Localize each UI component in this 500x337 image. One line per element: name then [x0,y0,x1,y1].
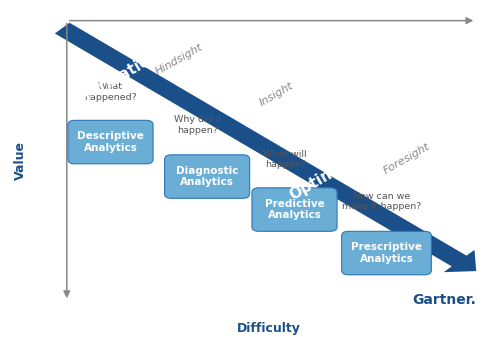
Text: Foresight: Foresight [382,141,432,176]
Text: How can we
make it happen?: How can we make it happen? [342,192,421,211]
Text: Diagnostic
Analytics: Diagnostic Analytics [176,166,238,187]
FancyBboxPatch shape [164,155,250,198]
FancyBboxPatch shape [68,120,153,164]
Text: Insight: Insight [258,80,295,108]
Text: Gartner.: Gartner. [412,293,476,307]
FancyBboxPatch shape [252,188,337,231]
Polygon shape [55,23,476,272]
Text: Hindsight: Hindsight [154,42,205,77]
Text: Descriptive
Analytics: Descriptive Analytics [77,131,144,153]
Text: Optimization: Optimization [286,135,390,203]
Text: Prescriptive
Analytics: Prescriptive Analytics [351,242,422,264]
Text: Difficulty: Difficulty [238,322,301,335]
Text: Predictive
Analytics: Predictive Analytics [264,199,324,220]
Text: Why did it
happen?: Why did it happen? [174,115,222,134]
Text: Information: Information [68,48,162,111]
Text: What
happened?: What happened? [84,82,137,101]
Text: Value: Value [14,141,28,180]
FancyBboxPatch shape [342,231,432,275]
Text: What will
happen?: What will happen? [264,150,307,169]
